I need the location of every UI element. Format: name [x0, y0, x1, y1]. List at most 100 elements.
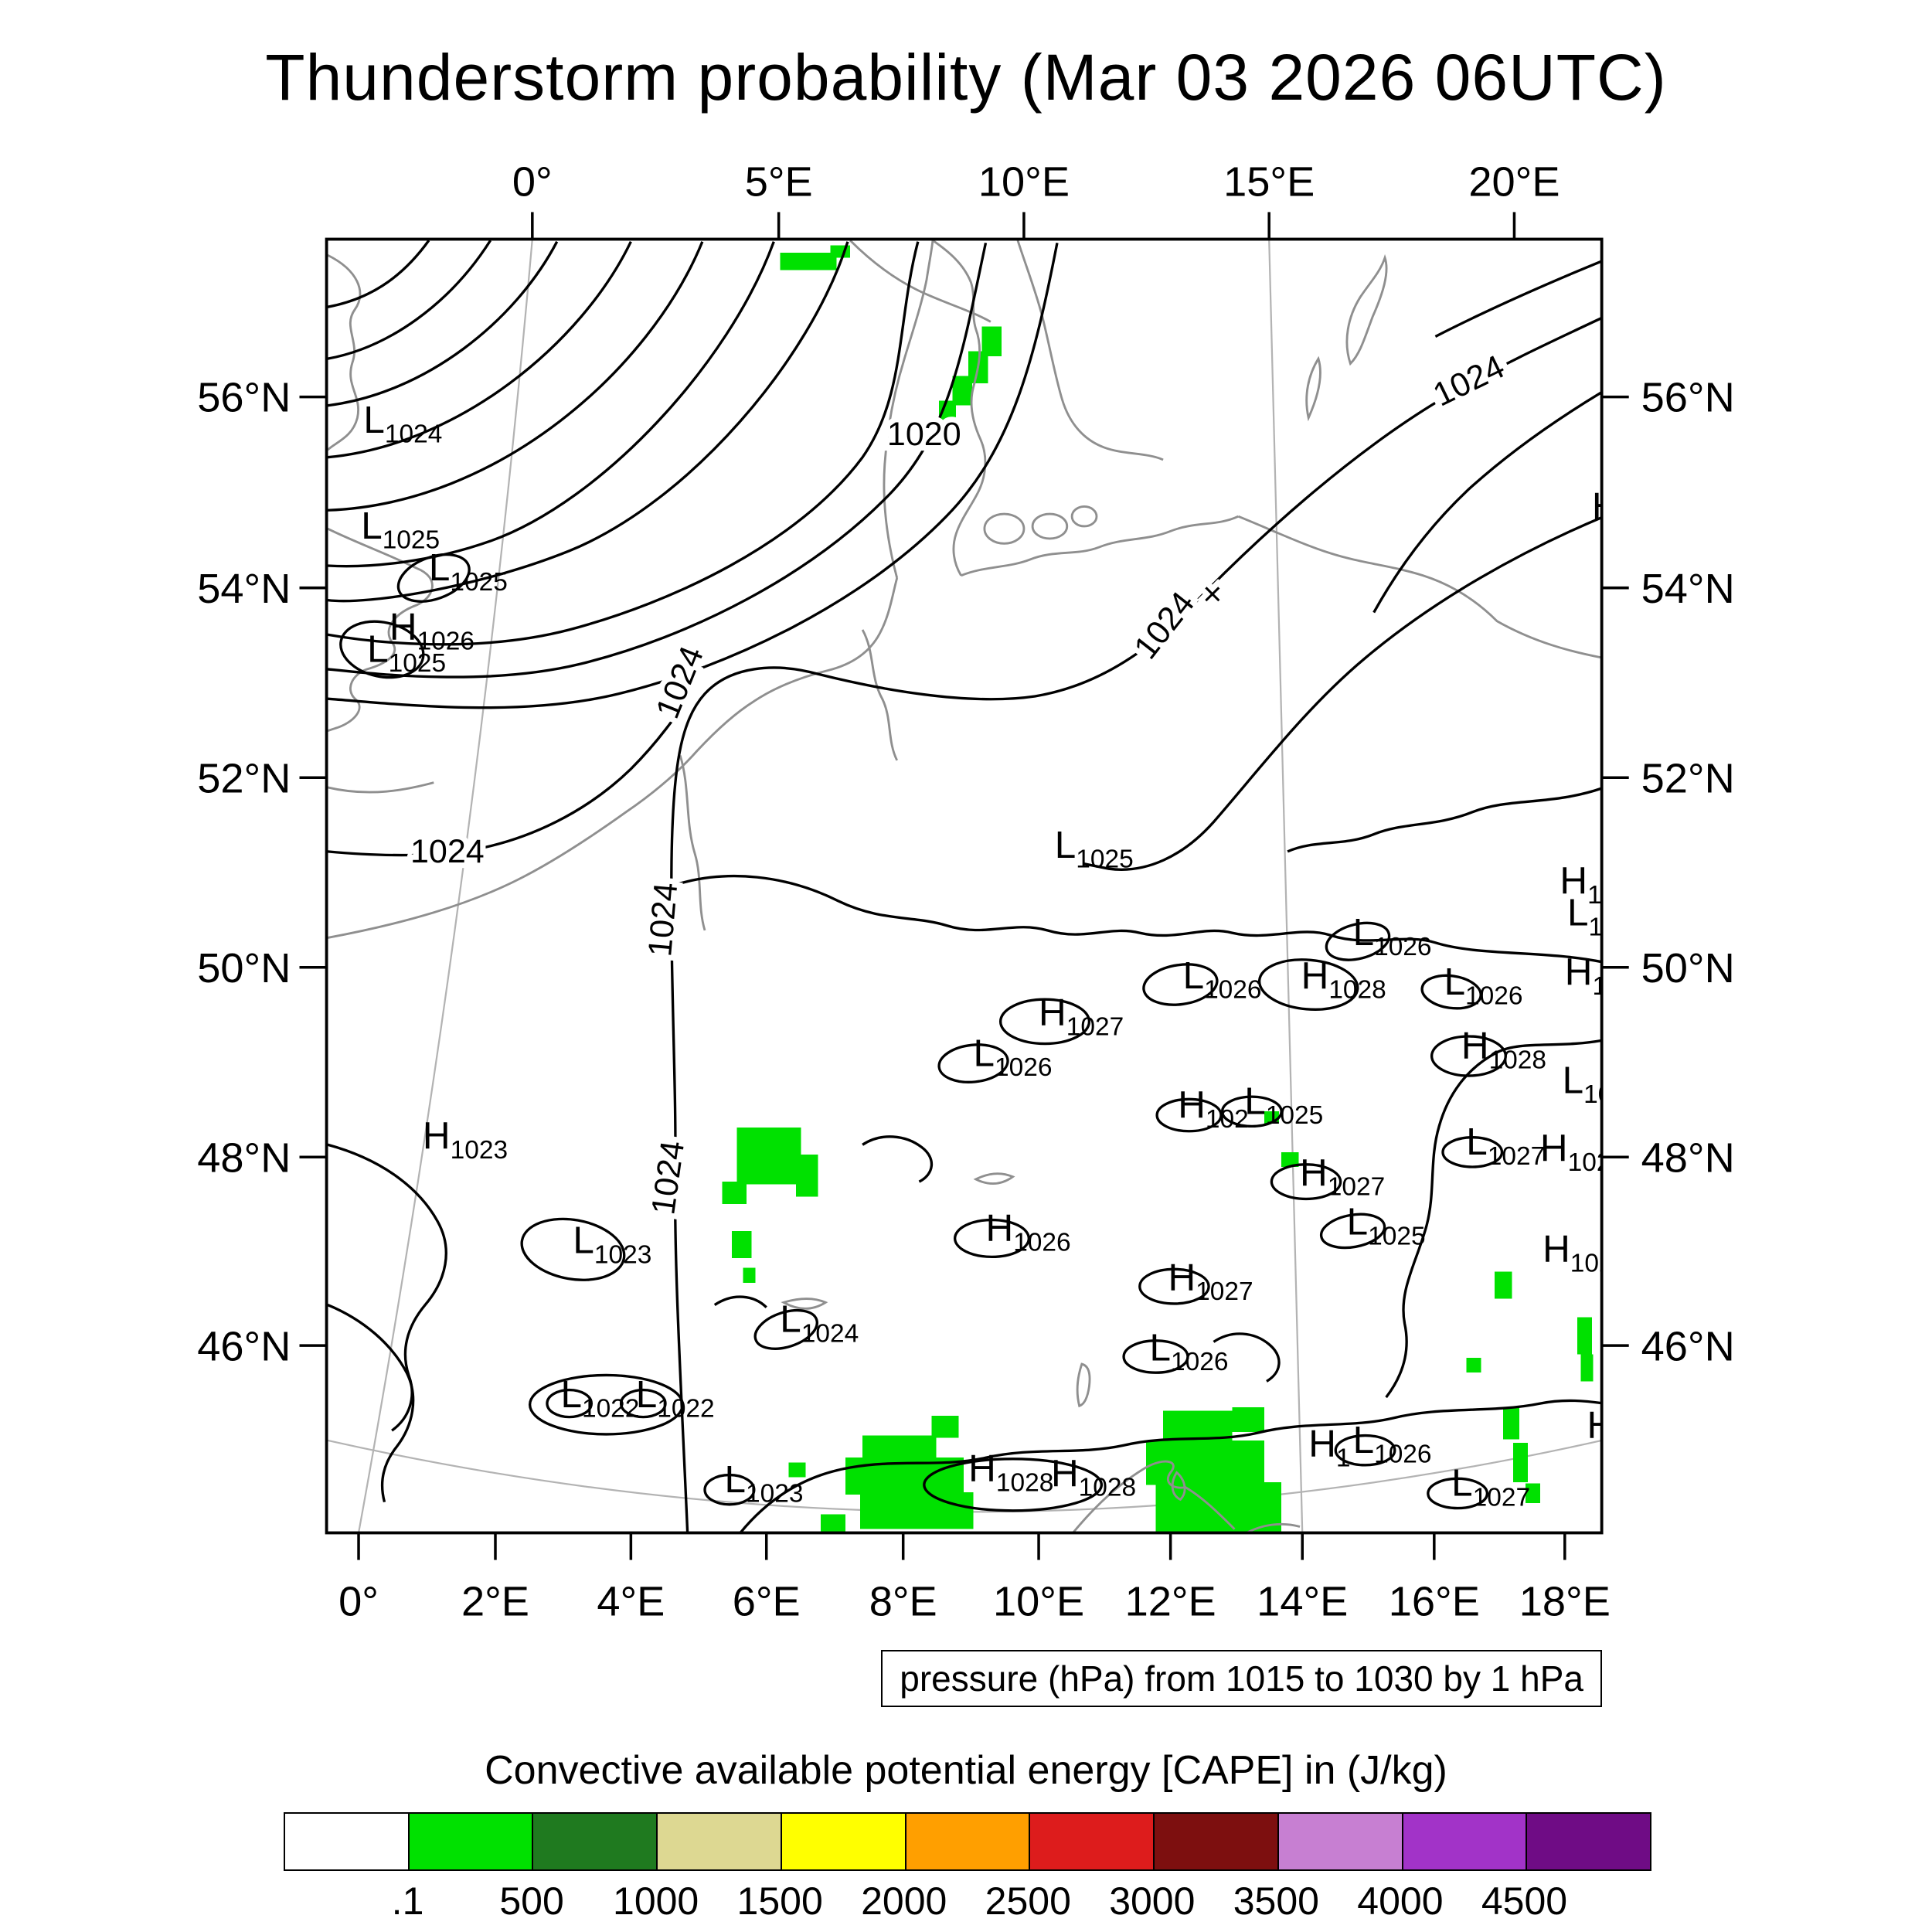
axis-tick-label-top: 0°: [512, 159, 553, 206]
pressure-center-label: H1028: [1461, 1025, 1546, 1075]
axis-tick-label-bottom: 8°E: [869, 1578, 937, 1624]
axis-tick-label-bottom: 16°E: [1389, 1578, 1480, 1624]
map-border: [325, 237, 1604, 1535]
pressure-center-label: L1024: [780, 1298, 859, 1349]
cape-patch: [1281, 1151, 1299, 1167]
pressure-center-label: H102: [1178, 1083, 1249, 1134]
cape-patch: [1525, 1483, 1540, 1504]
pressure-center-label: L10: [1567, 892, 1617, 942]
pressure-note: pressure (hPa) from 1015 to 1030 by 1 hP…: [881, 1650, 1602, 1707]
pressure-center-label: L1026: [1353, 911, 1432, 961]
pressure-center-label: H102: [1540, 1127, 1611, 1177]
pressure-center-label: H10: [1560, 859, 1616, 910]
cape-patch: [1577, 1317, 1592, 1355]
axis-tick-label-top: 20°E: [1468, 159, 1560, 206]
axis-tick-label-bottom: 4°E: [597, 1578, 665, 1624]
axis-tick-label-top: 10°E: [978, 159, 1070, 206]
colorbar-cell: [1277, 1814, 1402, 1869]
pressure-center-label: H10: [1565, 951, 1621, 1001]
colorbar-cell: [407, 1814, 532, 1869]
cape-patch: [780, 253, 837, 270]
pressure-center-label: L1025: [367, 628, 446, 678]
colorbar-cell: [656, 1814, 781, 1869]
pressure-center-label: L1026: [1353, 1419, 1432, 1469]
axis-tick-label-top: 15°E: [1223, 159, 1315, 206]
axis-tick-label-left: 48°N: [197, 1134, 291, 1181]
colorbar-tick-label: .1: [391, 1879, 424, 1923]
colorbar-tick-label: 1500: [736, 1879, 823, 1923]
colorbar-tick-label: 3500: [1233, 1879, 1319, 1923]
axis-tick-label-bottom: 6°E: [733, 1578, 801, 1624]
cape-patch: [820, 1514, 845, 1532]
cape-patch: [931, 1416, 959, 1438]
pressure-center-label: H1027: [1300, 1151, 1385, 1202]
colorbar-cell: [904, 1814, 1029, 1869]
colorbar-cell: [1526, 1814, 1651, 1869]
pressure-center-label: L1024: [363, 399, 442, 449]
contour-value-label: 1024: [645, 1138, 692, 1216]
axis-tick-label-bottom: 12°E: [1125, 1578, 1216, 1624]
colorbar-tick-label: 4000: [1357, 1879, 1444, 1923]
cape-patch: [732, 1230, 752, 1258]
cape-patch: [788, 1462, 806, 1478]
axis-tick-label-bottom: 2°E: [461, 1578, 529, 1624]
axis-tick-label-right: 54°N: [1641, 566, 1735, 612]
colorbar-cell: [532, 1814, 657, 1869]
cape-patch: [736, 1127, 801, 1185]
axis-tick-label-left: 46°N: [197, 1323, 291, 1369]
pressure-center-label: H1028: [968, 1447, 1053, 1498]
pressure-center-label: L1027: [1466, 1121, 1545, 1171]
coastlines: [327, 239, 1602, 1533]
colorbar-tick-label: 4500: [1481, 1879, 1568, 1923]
cape-patch: [952, 376, 972, 406]
cape-patch: [1580, 1354, 1594, 1382]
cape-patch: [1155, 1482, 1282, 1532]
pressure-center-label: L1023: [573, 1219, 651, 1270]
axis-tick-label-bottom: 18°E: [1519, 1578, 1611, 1624]
pressure-center-label: L1026: [1183, 954, 1262, 1005]
axis-tick-label-bottom: 14°E: [1257, 1578, 1348, 1624]
cape-patch: [1494, 1271, 1512, 1299]
axis-tick-label-right: 52°N: [1641, 755, 1735, 801]
axis-tick-label-left: 56°N: [197, 375, 291, 421]
colorbar-cell: [285, 1814, 408, 1869]
pressure-center-label: L10: [1563, 1059, 1613, 1109]
pressure-center-label: L1022: [560, 1373, 639, 1423]
colorbar-title: Convective available potential energy [C…: [485, 1748, 1447, 1793]
colorbar-tick-label: 500: [499, 1879, 564, 1923]
cape-patch: [1466, 1358, 1481, 1373]
pressure-center-label: L1025: [429, 546, 508, 597]
colorbar-tick-label: 3000: [1109, 1879, 1196, 1923]
pressure-center-label: H1027: [1039, 992, 1124, 1042]
pressure-center-label: L1022: [636, 1373, 715, 1423]
pressure-note-row: pressure (hPa) from 1015 to 1030 by 1 hP…: [0, 1650, 1602, 1707]
pressure-contours: [327, 240, 1602, 1533]
graticule-lines: [327, 239, 1602, 1533]
cape-patch: [722, 1182, 747, 1204]
axis-tick-label-top: 5°E: [745, 159, 813, 206]
pressure-center-label: H1: [1308, 1423, 1350, 1473]
axis-tick-label-right: 50°N: [1641, 945, 1735, 992]
contour-value-label: 1024: [1427, 348, 1510, 413]
contour-value-label: 1020: [887, 416, 961, 453]
pressure-center-label: H: [1592, 485, 1620, 527]
pressure-center-label: H: [1587, 1404, 1615, 1447]
cape-patch: [1145, 1440, 1264, 1485]
pressure-center-label: H1027: [1168, 1256, 1253, 1306]
pressure-center-label: L1026: [974, 1032, 1053, 1082]
pressure-center-label: L1026: [1150, 1326, 1229, 1376]
colorbar-tick-label: 2500: [985, 1879, 1071, 1923]
pressure-center-label: H1026: [389, 606, 474, 656]
colorbar-cell: [1153, 1814, 1277, 1869]
pressure-center-label: L1027: [1451, 1462, 1530, 1512]
axis-tick-label-right: 46°N: [1641, 1323, 1735, 1369]
pressure-center-label: L1025: [1244, 1080, 1323, 1130]
cape-patch: [859, 1492, 974, 1529]
pressure-center-label: L1026: [1444, 961, 1523, 1011]
pressure-center-label: L1023: [725, 1458, 804, 1509]
colorbar-cell: [780, 1814, 905, 1869]
contour-value-label: 1024: [410, 833, 485, 870]
axis-tick-label-right: 56°N: [1641, 375, 1735, 421]
colorbar-cell: [1401, 1814, 1526, 1869]
